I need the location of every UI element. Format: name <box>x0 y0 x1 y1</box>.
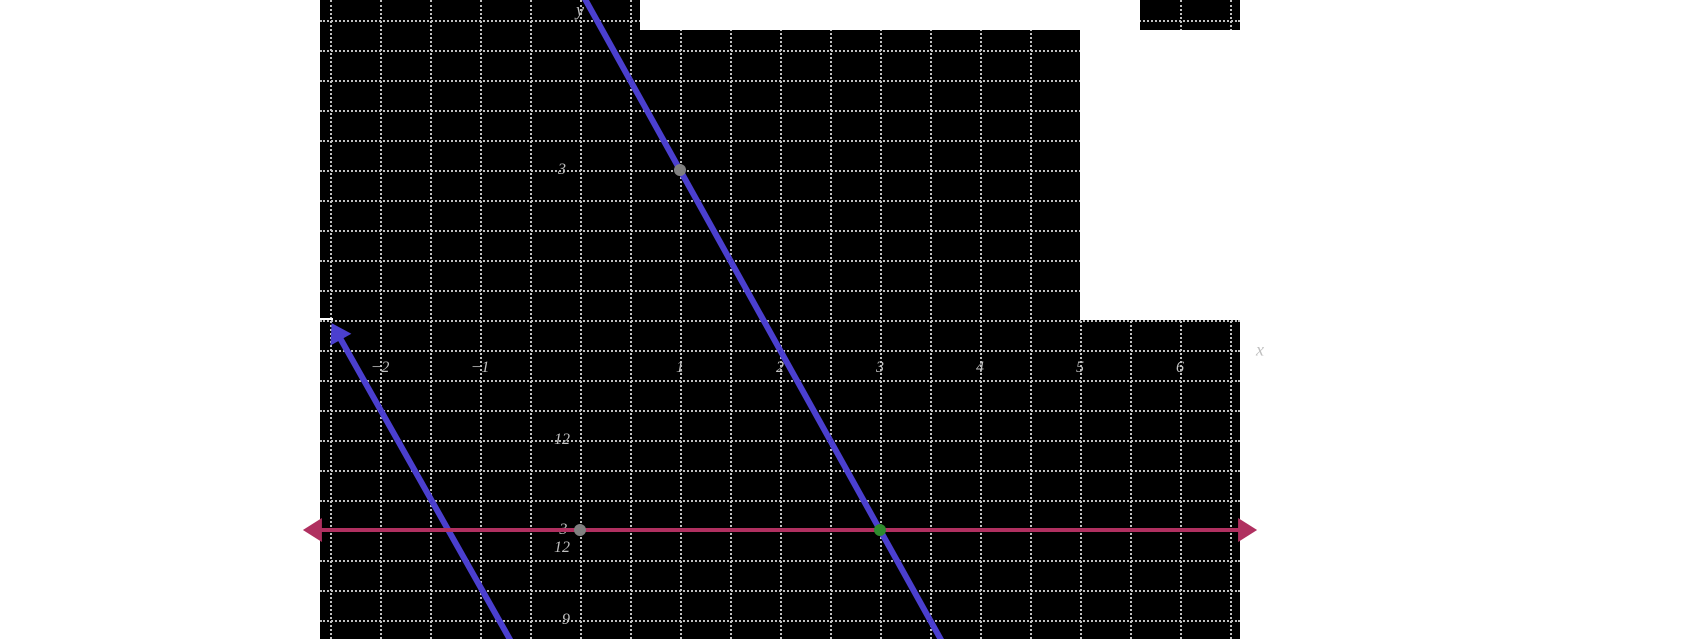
x-tick-label: 6 <box>1176 359 1184 377</box>
grid-h <box>320 320 1240 322</box>
grid-v <box>930 0 932 639</box>
chart-stage: y x −2−112345636912−3−612912 <box>0 0 1700 639</box>
x-tick-label: 5 <box>1076 359 1084 377</box>
white-occlusion <box>1080 30 1240 320</box>
line-magenta-horizontal-arrow <box>303 518 322 542</box>
line-magenta-horizontal-arrow <box>1238 518 1257 542</box>
plotted-point <box>674 164 686 176</box>
plotted-point <box>574 524 586 536</box>
x-tick-label: −1 <box>471 359 490 377</box>
grid-v <box>830 0 832 639</box>
grid-h <box>320 410 1240 412</box>
x-tick-label: −2 <box>371 359 390 377</box>
intersection-point <box>874 524 886 536</box>
grid-h <box>320 500 1240 502</box>
grid-v <box>530 0 532 639</box>
y-tick-label-extra: 12 <box>554 539 570 557</box>
grid-h <box>320 620 1240 622</box>
grid-v <box>730 0 732 639</box>
grid-v <box>630 0 632 639</box>
x-axis-label: x <box>1256 340 1264 361</box>
grid-h <box>320 590 1240 592</box>
grid-h <box>320 560 1240 562</box>
grid-v <box>980 0 982 639</box>
grid-h <box>320 380 1240 382</box>
x-tick-label: 1 <box>676 359 684 377</box>
y-tick-label-extra: 12 <box>554 431 570 449</box>
x-tick-label: 3 <box>876 359 884 377</box>
grid-v <box>580 0 582 639</box>
line-magenta-horizontal <box>320 528 1240 532</box>
grid-h <box>320 440 1240 442</box>
grid-v <box>430 0 432 639</box>
y-tick-label-extra: 9 <box>562 611 570 629</box>
y-tick-label: 3 <box>558 161 566 179</box>
grid-v <box>780 0 782 639</box>
grid-v <box>680 0 682 639</box>
grid-v <box>480 0 482 639</box>
y-axis-label: y <box>576 0 584 21</box>
grid-v <box>380 0 382 639</box>
grid-h <box>320 470 1240 472</box>
x-tick-label: 4 <box>976 359 984 377</box>
grid-v <box>1030 0 1032 639</box>
grid-v <box>880 0 882 639</box>
white-occlusion <box>320 318 333 320</box>
white-occlusion <box>640 0 1140 30</box>
